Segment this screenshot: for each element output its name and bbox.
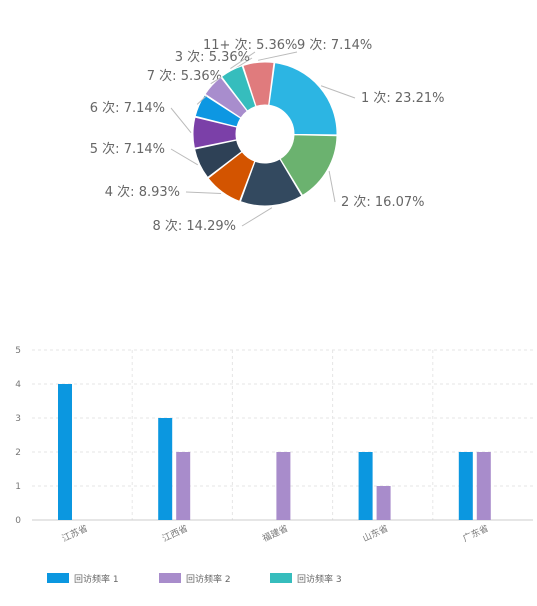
pie-slice-4[interactable] — [207, 151, 256, 202]
pie-leader-line-5 — [170, 148, 198, 166]
y-tick-label-2: 2 — [15, 448, 21, 458]
y-tick-label-4: 4 — [15, 380, 21, 390]
pie-leader-line-9 — [230, 51, 256, 69]
bar-item-series-1[interactable] — [158, 418, 173, 520]
pie-label-3: 8 次: 14.29% — [153, 218, 237, 234]
x-tick-label-5: 广东省 — [461, 522, 491, 544]
pie-slice-5[interactable] — [194, 139, 243, 179]
y-tick-label-5: 5 — [15, 346, 21, 356]
pie-slice-10[interactable] — [242, 61, 275, 108]
legend-label-3[interactable]: 回访频率 3 — [297, 573, 342, 585]
legend-label-2[interactable]: 回访频率 2 — [186, 573, 231, 585]
pie-slice-2[interactable] — [279, 134, 338, 197]
y-tick-label-3: 3 — [15, 414, 21, 424]
bar-item-series-1[interactable] — [458, 452, 473, 520]
donut-chart: 1 次: 23.21% 2 次: 16.07% 8 次: 14.29% 4 次: 8.… — [90, 37, 445, 234]
pie-label-1: 1 次: 23.21% — [361, 90, 445, 106]
y-tick-label-0: 0 — [15, 516, 21, 526]
pie-label-6: 6 次: 7.14% — [90, 100, 165, 116]
bar-item-series-1[interactable] — [58, 384, 72, 520]
x-tick-label-2: 江西省 — [160, 522, 190, 544]
legend-swatch-3[interactable] — [270, 573, 292, 583]
pie-leader-line-2 — [328, 170, 336, 203]
x-tick-label-4: 山东省 — [361, 522, 391, 544]
pie-label-7: 7 次: 5.36% — [147, 68, 222, 84]
pie-label-10: 9 次: 7.14% — [297, 37, 372, 53]
pie-slice-6[interactable] — [192, 116, 238, 149]
pie-leader-line-3 — [241, 207, 273, 227]
bar-item-series-2[interactable] — [276, 452, 291, 520]
bar-item-series-2[interactable] — [376, 486, 391, 520]
pie-label-4: 4 次: 8.93% — [105, 184, 180, 200]
bar-item-series-2[interactable] — [176, 452, 191, 520]
x-tick-label-3: 福建省 — [260, 522, 290, 544]
pie-label-5: 5 次: 7.14% — [90, 141, 165, 157]
y-tick-label-1: 1 — [15, 482, 21, 492]
x-tick-label-1: 江苏省 — [60, 522, 90, 544]
pie-slice-1[interactable] — [268, 62, 338, 136]
pie-label-8: 3 次: 5.36% — [175, 49, 250, 65]
bar-item-series-2[interactable] — [476, 452, 491, 520]
pie-leader-line-4 — [185, 191, 222, 195]
bar-item-series-1[interactable] — [358, 452, 373, 520]
pie-leader-line-1 — [320, 85, 356, 99]
legend-swatch-2[interactable] — [159, 573, 181, 583]
legend-label-1[interactable]: 回访频率 1 — [74, 573, 119, 585]
pie-label-9: 11+ 次: 5.36% — [203, 37, 297, 53]
pie-label-2: 2 次: 16.07% — [341, 194, 425, 210]
pie-slice-3[interactable] — [239, 158, 303, 207]
legend-swatch-1[interactable] — [47, 573, 69, 583]
pie-leader-line-6 — [170, 107, 192, 133]
pie-leader-line-10 — [257, 51, 298, 61]
